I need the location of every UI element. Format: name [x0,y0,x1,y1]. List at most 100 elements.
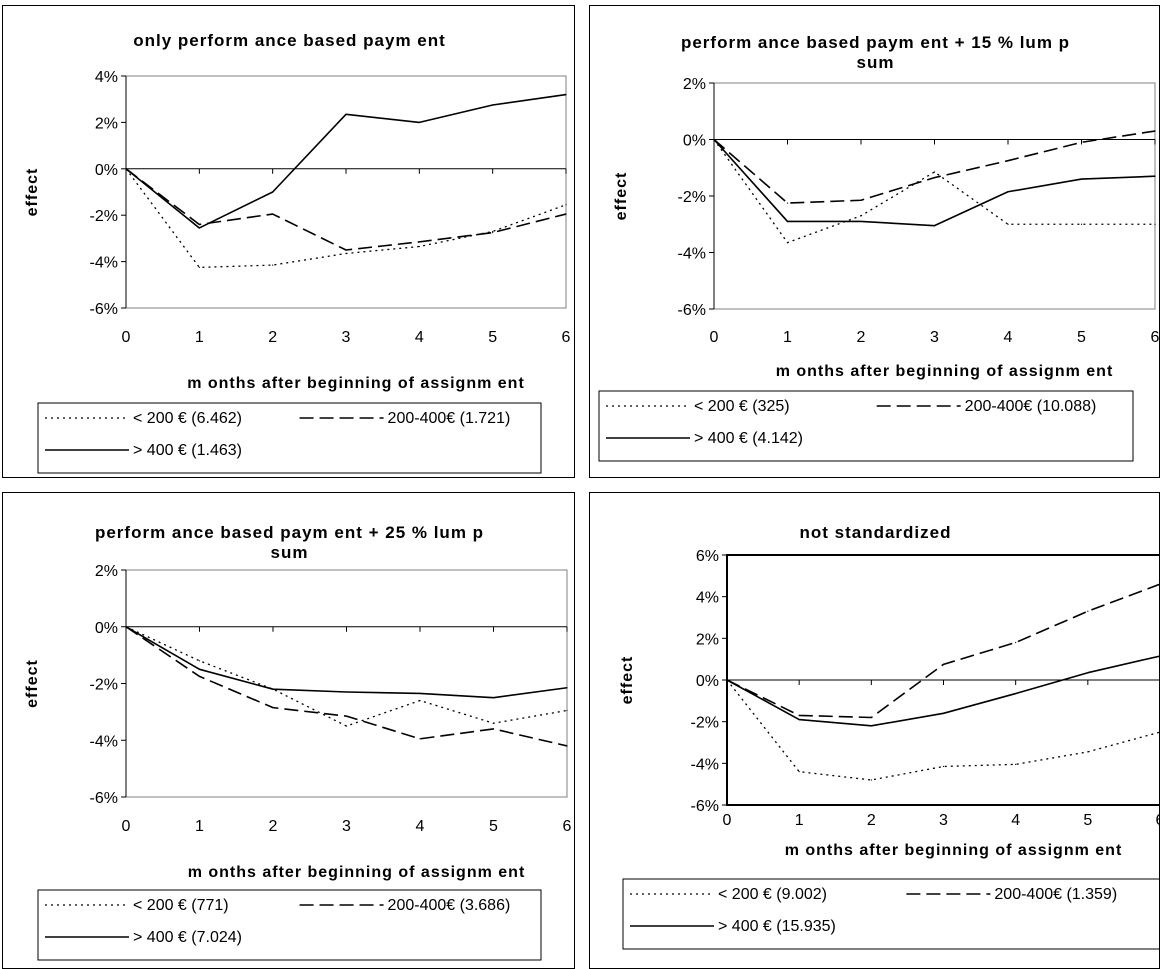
data-point-dotted [1154,223,1156,225]
data-point-dotted [1080,223,1083,225]
y-tick-label: 2% [95,563,118,580]
chart-title-line-1: sum [857,53,895,72]
data-point-dotted [870,779,872,781]
data-point-solid [198,227,200,229]
data-point-dashed [1080,141,1083,143]
legend-label: < 200 € (325) [694,398,790,415]
data-point-dotted [565,204,567,206]
x-tick-label: 0 [723,812,732,829]
chart-title-line-0: perform ance based paym ent + 15 % lum p [681,33,1070,52]
legend-box [37,402,542,474]
x-tick-label: 4 [416,818,425,835]
chart-panel-not-standardized: not standardized 6% 4% 2% 0% -2% -4% -6%0 1 2 3 4 5 6… [589,492,1160,969]
y-axis-label: effect [24,168,41,217]
legend-label: 200-400€ (3.686) [388,897,511,914]
data-point-solid [870,725,872,727]
data-point-dashed [345,715,348,717]
data-point-solid [1007,191,1009,193]
x-tick-label: 0 [122,818,131,835]
data-point-solid [345,113,347,115]
legend-box [598,390,1134,462]
data-point-dashed [786,202,789,204]
data-point-dashed [798,714,800,717]
series-line-dashed [125,626,568,747]
data-point-solid [933,225,936,227]
y-tick-label: -4% [90,255,118,272]
y-tick-label: 2% [95,115,118,132]
data-point-dashed [565,213,567,215]
y-axis-label: effect [613,172,630,221]
data-point-dashed [1007,160,1009,162]
data-point-dotted [933,171,936,173]
y-tick-label: -2% [691,715,719,732]
x-tick-label: 2 [867,812,876,829]
legend-label: 200-400€ (1.359) [994,886,1117,903]
y-tick-label: 4% [95,69,118,86]
x-tick-label: 4 [1011,812,1020,829]
data-point-solid [942,712,945,714]
legend-label: > 400 € (7.024) [133,929,242,946]
data-point-dashed [1015,641,1017,644]
data-point-dashed [942,663,945,665]
chart-2-svg: perform ance based paym ent + 25 % lum p… [24,523,572,961]
series-line-dashed [726,583,1159,719]
x-tick-label: 4 [1004,329,1013,346]
x-tick-label: 6 [1156,812,1160,829]
x-tick-label: 5 [1077,329,1086,346]
y-tick-label: -4% [90,733,118,750]
y-tick-label: -4% [678,246,706,263]
data-point-solid [566,687,568,689]
x-tick-label: 5 [489,818,498,835]
y-axis-label: effect [24,659,41,708]
data-point-dotted [492,722,495,724]
data-point-solid [726,679,728,681]
x-axis-label: m onths after beginning of assignm ent [776,363,1114,380]
data-point-dotted [419,699,421,702]
data-point-dashed [566,745,568,747]
x-tick-label: 3 [342,818,351,835]
x-tick-label: 5 [1083,812,1092,829]
data-point-dashed [345,249,347,251]
chart-3-svg: not standardized 6% 4% 2% 0% -2% -4% -6%0 1 2 3 4 5 6… [619,523,1160,950]
chart-panel-lump-sum-15: perform ance based paym ent + 15 % lum p… [589,5,1160,478]
x-tick-label: 6 [1151,329,1160,346]
x-tick-label: 0 [710,329,719,346]
data-point-solid [1080,178,1083,180]
data-point-solid [419,692,421,695]
data-point-solid [272,688,274,690]
y-tick-label: -4% [691,756,719,773]
data-point-dotted [345,725,348,727]
x-tick-label: 3 [930,329,939,346]
legend-label: 200-400€ (10.088) [965,398,1097,415]
data-point-dashed [860,199,862,201]
data-point-dotted [272,264,274,266]
x-tick-label: 5 [488,329,497,346]
data-point-solid [125,168,127,170]
chart-title-line-0: perform ance based paym ent + 25 % lum p [95,523,484,542]
y-tick-label: 2% [696,631,719,648]
plot-area-border [125,569,568,798]
data-point-dashed [198,223,200,226]
data-point-solid [198,668,201,670]
y-axis-label: effect [619,656,636,705]
legend-label: < 200 € (9.002) [718,886,827,903]
data-point-solid [565,93,567,96]
series-line-solid [125,626,568,699]
plot-area-border [125,75,567,309]
data-point-dashed [933,177,936,179]
y-tick-label: -2% [678,189,706,206]
series-line-solid [713,138,1156,227]
y-tick-label: -6% [90,301,118,318]
x-axis-label: m onths after beginning of assignm ent [187,375,525,392]
legend-label: > 400 € (1.463) [133,442,242,459]
data-point-dotted [1007,223,1009,225]
data-point-dotted [786,242,789,244]
data-point-solid [1015,692,1017,695]
y-tick-label: 0% [696,673,719,690]
data-point-dotted [566,709,568,712]
x-tick-label: 2 [857,329,866,346]
data-point-dotted [198,660,201,662]
data-point-dashed [272,213,274,215]
data-point-solid [492,697,495,699]
x-tick-label: 1 [795,812,804,829]
